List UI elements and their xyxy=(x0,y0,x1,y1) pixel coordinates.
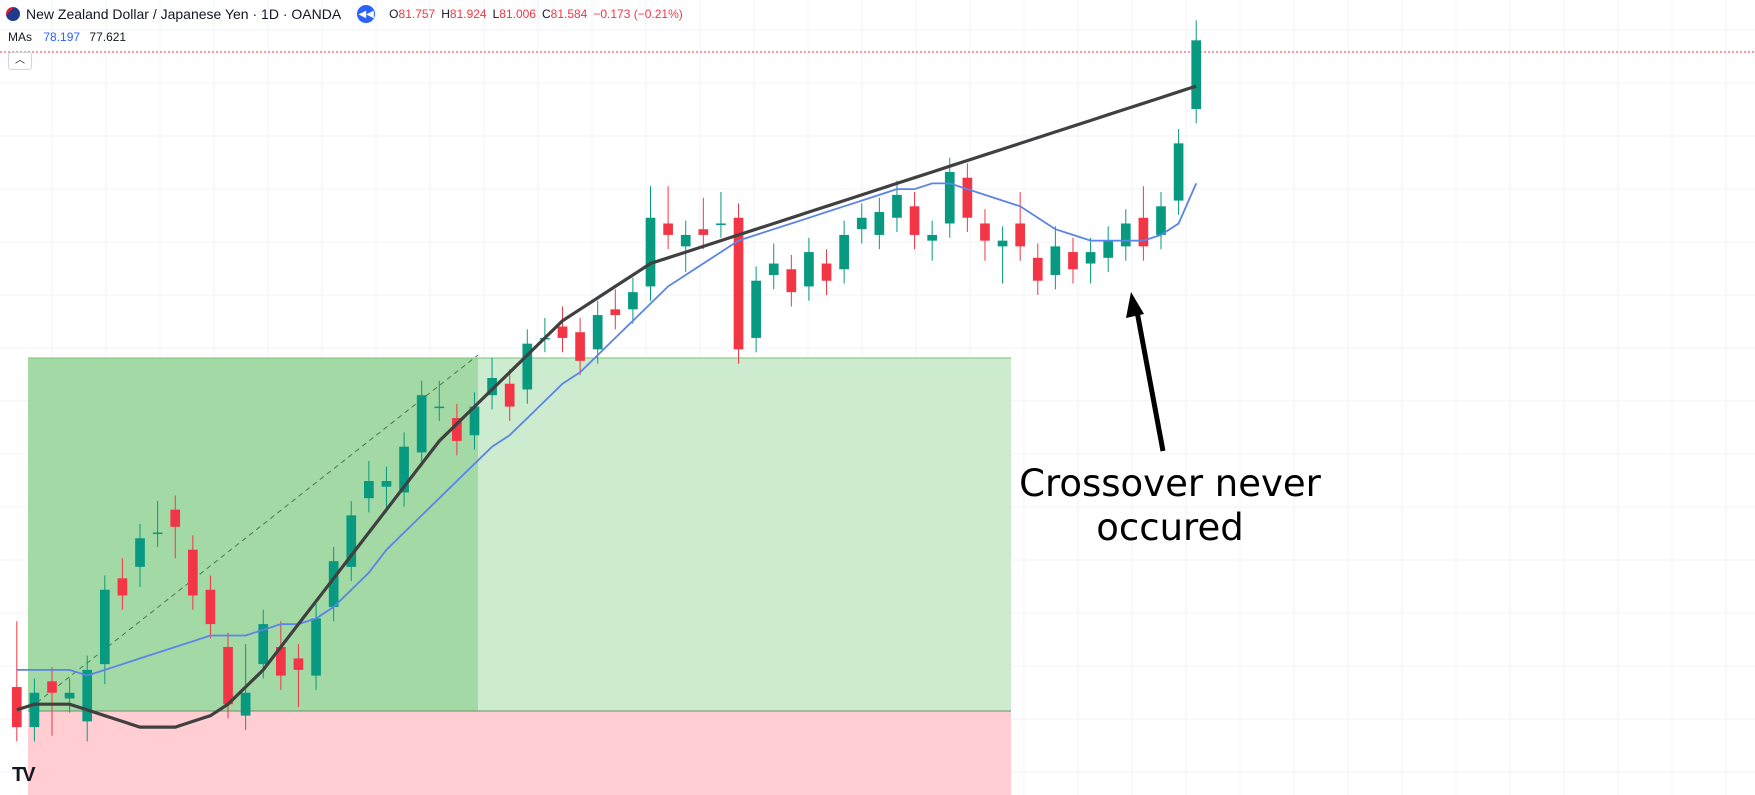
candle-down xyxy=(575,332,585,361)
loss-zone xyxy=(28,711,1011,795)
ma-legend[interactable]: MAs 78.197 77.621 xyxy=(8,30,126,44)
mas-label: MAs xyxy=(8,30,32,44)
nz-jp-flag-icon xyxy=(6,7,20,21)
annotation-line-1: Crossover never xyxy=(1019,462,1321,505)
candle-down xyxy=(1068,252,1078,270)
candle-down xyxy=(223,646,233,705)
candle-up xyxy=(592,315,603,350)
close-label: C xyxy=(541,7,551,21)
low-label: L xyxy=(492,7,500,21)
candle-down xyxy=(452,418,462,441)
candle-down xyxy=(1032,257,1043,281)
candle-down xyxy=(610,309,621,316)
candle-down xyxy=(980,223,990,241)
candle-up xyxy=(680,234,691,247)
annotation-text: Crossover never occured xyxy=(1010,462,1330,550)
candle-down xyxy=(504,383,515,407)
candle-up xyxy=(1085,252,1096,264)
low-value: 81.006 xyxy=(499,7,536,21)
candle-up xyxy=(839,234,849,270)
candle-up xyxy=(328,561,339,607)
profit-zone-light xyxy=(478,358,1011,711)
candle-up xyxy=(804,252,814,287)
candle-up xyxy=(645,217,656,287)
candle-down xyxy=(170,509,181,527)
ma-slow-line xyxy=(16,84,1197,729)
candle-up xyxy=(751,280,761,338)
close-value: 81.584 xyxy=(550,7,588,21)
profit-zone-dark xyxy=(28,358,478,711)
candle-up xyxy=(64,692,75,699)
candles-layer xyxy=(11,20,1202,742)
candle-down xyxy=(733,217,744,350)
candle-up xyxy=(522,343,533,390)
candle-down xyxy=(276,646,286,676)
candle-down xyxy=(663,223,673,235)
candle-up xyxy=(346,515,357,567)
candle-up xyxy=(416,395,427,453)
change-value: −0.173 (−0.21%) xyxy=(593,7,683,21)
candle-up xyxy=(997,240,1008,247)
candle-up xyxy=(856,217,867,230)
candle-down xyxy=(821,263,832,281)
candle-down xyxy=(117,578,128,596)
candle-up xyxy=(927,234,937,241)
candle-up xyxy=(628,292,638,310)
open-label: O xyxy=(389,7,399,21)
candle-down xyxy=(909,206,920,235)
candle-up xyxy=(29,692,40,728)
candle-up xyxy=(381,481,392,487)
candle-up xyxy=(1050,246,1061,275)
candle-up xyxy=(1103,240,1114,258)
ma-fast-value: 78.197 xyxy=(43,30,81,44)
candle-down xyxy=(293,658,304,670)
candle-up xyxy=(1156,206,1166,235)
ohlc-values: O81.757 H81.924 L81.006 C81.584 −0.173 (… xyxy=(389,7,683,21)
candle-down xyxy=(698,229,709,235)
candle-up xyxy=(434,406,445,409)
candle-down xyxy=(1138,217,1149,247)
annotation-line-2: occured xyxy=(1096,506,1244,549)
high-value: 81.924 xyxy=(449,7,487,21)
candle-up xyxy=(152,532,163,535)
replay-rewind-icon[interactable]: ◀◀ xyxy=(357,5,376,23)
candle-up xyxy=(364,481,374,499)
candle-up xyxy=(874,212,885,235)
annotation-arrow-head xyxy=(1126,292,1144,318)
candle-up xyxy=(716,223,726,225)
open-value: 81.757 xyxy=(398,7,436,21)
candle-down xyxy=(187,549,198,596)
candle-down xyxy=(786,269,797,293)
candle-down xyxy=(47,681,57,693)
candle-down xyxy=(1015,223,1026,247)
symbol-title[interactable]: New Zealand Dollar / Japanese Yen · 1D ·… xyxy=(26,6,342,22)
candle-up xyxy=(1191,40,1202,110)
candle-down xyxy=(205,589,216,625)
chart-legend: New Zealand Dollar / Japanese Yen · 1D ·… xyxy=(6,5,683,23)
high-label: H xyxy=(441,7,450,21)
candle-up xyxy=(944,171,955,224)
candle-up xyxy=(1120,223,1131,247)
candle-up xyxy=(99,589,110,665)
candle-up xyxy=(399,446,409,493)
candle-up xyxy=(82,669,93,722)
chevron-up-icon[interactable]: ︿ xyxy=(8,52,32,70)
candle-down xyxy=(557,326,568,338)
candle-up xyxy=(258,624,269,665)
ma-slow-value: 77.621 xyxy=(89,30,127,44)
candle-up xyxy=(487,378,497,396)
candle-up xyxy=(892,194,902,218)
candle-up xyxy=(135,538,145,567)
candle-up xyxy=(311,618,321,676)
candle-up xyxy=(1173,143,1184,201)
candle-up xyxy=(768,263,779,275)
candle-up xyxy=(240,692,251,716)
tradingview-logo: TV xyxy=(12,764,36,786)
candle-down xyxy=(11,687,22,728)
ma-fast-line xyxy=(16,182,1198,677)
candle-up xyxy=(469,406,480,436)
candle-down xyxy=(962,177,973,218)
annotation-arrow-shaft xyxy=(1133,305,1166,452)
